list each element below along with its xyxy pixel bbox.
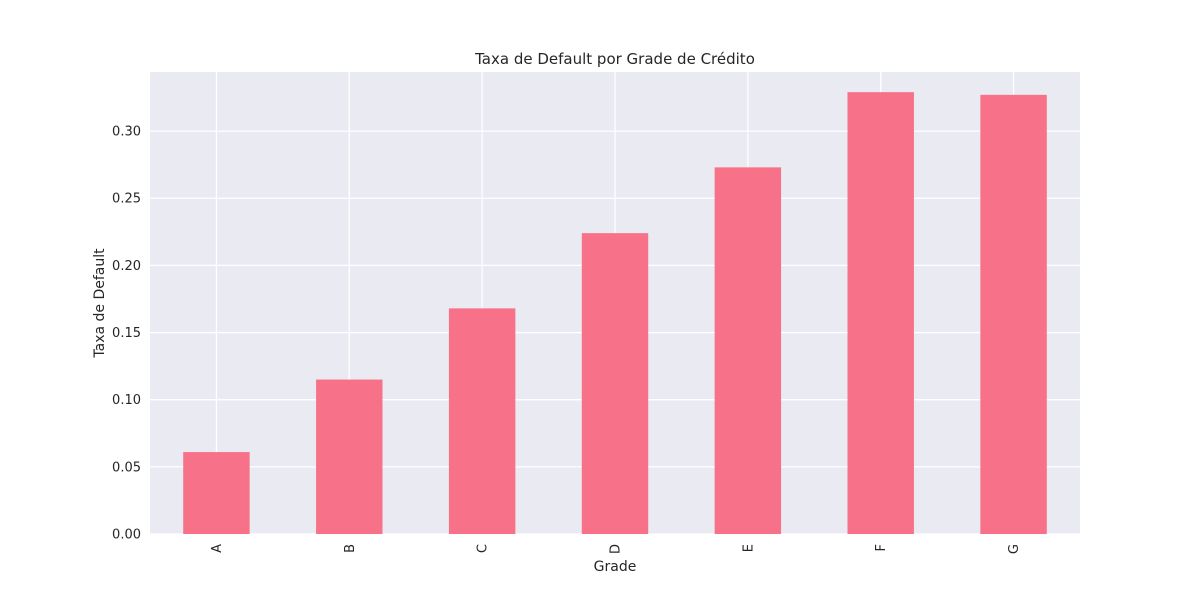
x-tick-label: E xyxy=(741,544,756,552)
x-tick-label: D xyxy=(609,544,624,554)
y-tick-label: 0.30 xyxy=(112,125,141,140)
x-tick-label: A xyxy=(210,544,225,553)
y-tick-label: 0.10 xyxy=(112,393,141,408)
bar-b xyxy=(316,379,383,534)
x-tick-labels: A B C D E F G xyxy=(210,544,1022,554)
y-tick-label: 0.05 xyxy=(112,460,141,475)
y-tick-label: 0.25 xyxy=(112,192,141,207)
x-tick-label: G xyxy=(1007,544,1022,554)
y-tick-labels: 0.00 0.05 0.10 0.15 0.20 0.25 0.30 xyxy=(112,125,141,543)
bar-c xyxy=(448,308,516,534)
x-tick-label: B xyxy=(343,544,358,553)
bar-g xyxy=(980,94,1047,535)
x-tick-label: C xyxy=(476,544,491,553)
bar-e xyxy=(714,167,782,534)
chart-title: Taxa de Default por Grade de Crédito xyxy=(474,50,755,68)
x-tick-label: F xyxy=(874,544,889,551)
y-tick-label: 0.20 xyxy=(112,259,141,274)
bar-a xyxy=(183,452,250,534)
bar-f xyxy=(847,92,914,534)
y-tick-label: 0.00 xyxy=(112,528,141,543)
bar-d xyxy=(581,233,649,535)
bars xyxy=(183,92,1047,535)
y-axis-label: Taxa de Default xyxy=(92,248,108,359)
x-axis-label: Grade xyxy=(594,559,637,575)
y-tick-label: 0.15 xyxy=(112,326,141,341)
